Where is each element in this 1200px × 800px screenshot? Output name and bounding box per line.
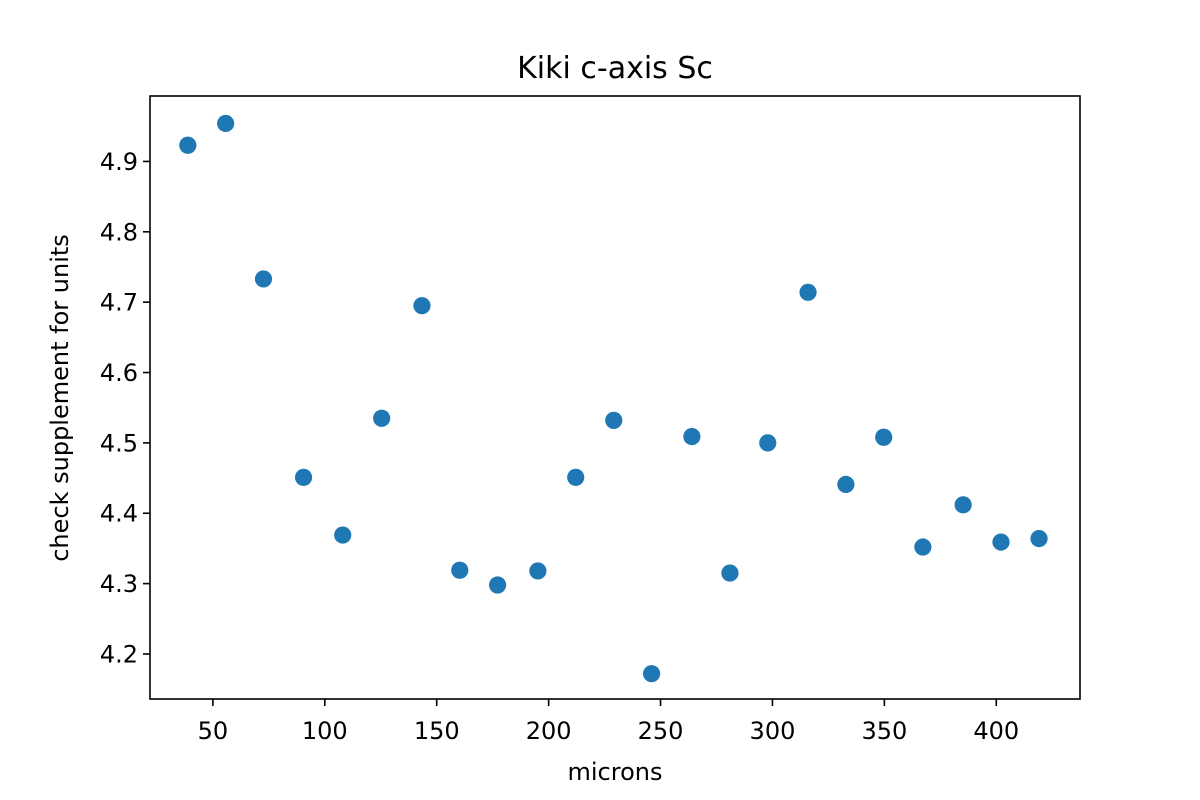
x-tick-label-3: 200	[526, 717, 572, 745]
x-tick-label-1: 100	[302, 717, 348, 745]
x-tick-label-7: 400	[973, 717, 1019, 745]
x-tick-label-5: 300	[750, 717, 796, 745]
y-tick-label-2: 4.4	[100, 500, 138, 528]
data-point-14	[721, 564, 739, 582]
points-layer	[179, 114, 1048, 683]
data-point-20	[954, 496, 972, 514]
x-tick-label-6: 350	[861, 717, 907, 745]
data-point-21	[992, 533, 1010, 551]
data-point-19	[914, 538, 932, 556]
data-point-13	[683, 427, 701, 446]
data-point-8	[489, 576, 507, 594]
data-point-0	[179, 136, 197, 154]
y-tick-label-6: 4.8	[100, 218, 138, 246]
x-tick-label-0: 50	[198, 717, 229, 745]
data-point-9	[529, 562, 547, 580]
data-point-3	[294, 468, 313, 486]
data-point-7	[451, 561, 469, 579]
data-point-4	[334, 526, 352, 544]
y-tick-label-5: 4.7	[100, 289, 138, 317]
x-tick-label-2: 150	[414, 717, 460, 745]
x-tick-label-4: 250	[638, 717, 684, 745]
data-point-16	[799, 283, 817, 301]
data-point-5	[373, 409, 391, 427]
y-tick-label-7: 4.9	[100, 148, 138, 176]
chart-title: Kiki c-axis Sc	[517, 51, 713, 86]
data-point-22	[1030, 529, 1048, 548]
y-tick-label-0: 4.2	[100, 640, 138, 668]
data-point-2	[254, 270, 273, 288]
data-point-11	[605, 411, 623, 429]
data-point-18	[875, 428, 893, 446]
data-point-15	[759, 434, 777, 452]
plot-frame	[149, 95, 1081, 700]
data-point-10	[567, 468, 585, 486]
x-axis-ticks: 50 100 150 200 250 300 350 400	[198, 699, 1019, 745]
data-point-17	[837, 475, 855, 493]
data-point-12	[643, 665, 661, 683]
y-tick-label-4: 4.6	[100, 359, 138, 387]
y-tick-label-3: 4.5	[100, 429, 138, 457]
data-point-1	[217, 114, 235, 133]
y-axis-label: check supplement for units	[46, 234, 74, 562]
data-point-6	[413, 297, 431, 315]
x-axis-label: microns	[568, 758, 663, 786]
y-axis-ticks: 4.2 4.3 4.4 4.5 4.6 4.7 4.8 4.9	[100, 148, 150, 668]
y-tick-label-1: 4.3	[100, 570, 138, 598]
